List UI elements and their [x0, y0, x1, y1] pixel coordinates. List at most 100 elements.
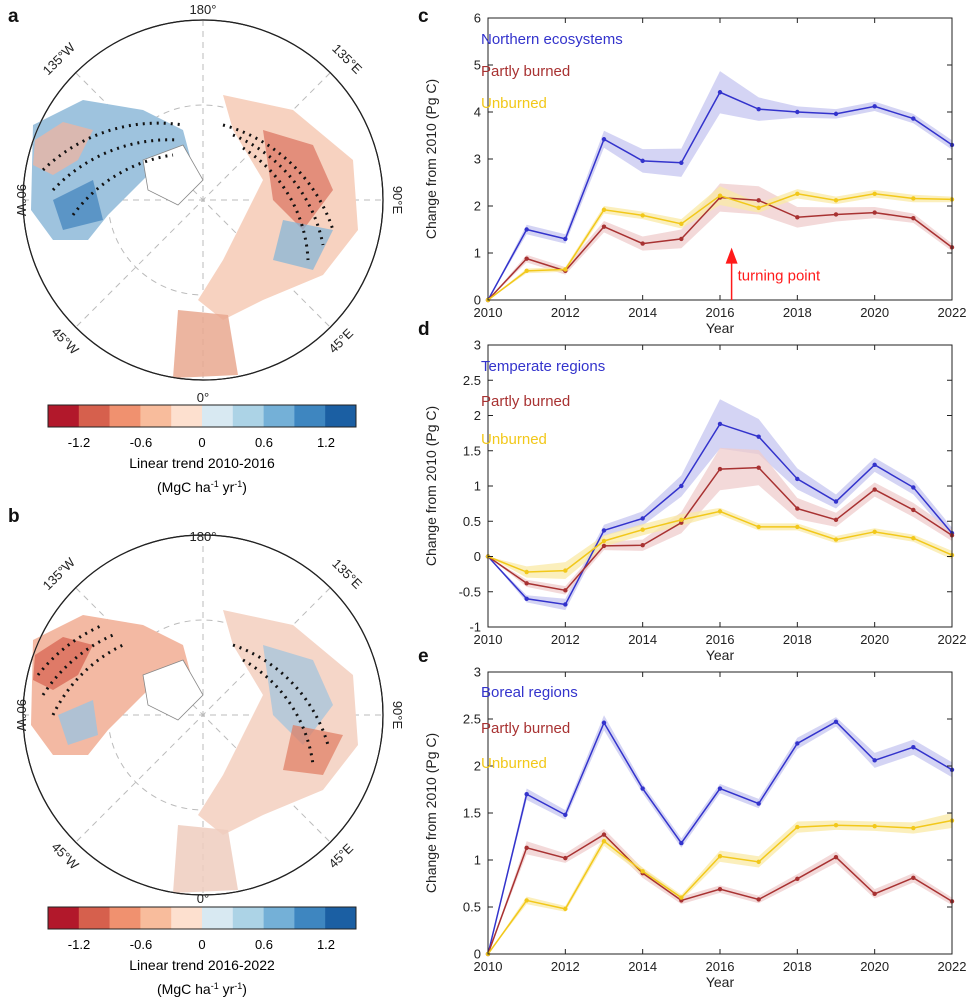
- x-tick-label: 2020: [860, 305, 889, 320]
- data-point: [795, 524, 800, 530]
- data-point: [717, 90, 723, 95]
- x-tick-label: 2010: [474, 959, 503, 974]
- colorbar-cell: [325, 405, 357, 427]
- x-tick-label: 2018: [783, 305, 812, 320]
- x-tick-label: 2018: [783, 632, 812, 647]
- data-point: [563, 855, 568, 861]
- chart-e: 0 0.5 1 1.5 2 2.5 3 2010 2012 2014 2016 2018 2020 202…: [423, 665, 966, 991]
- data-point: [756, 434, 761, 439]
- data-point: [717, 886, 723, 892]
- data-point: [640, 213, 645, 218]
- data-point: [833, 719, 839, 725]
- series-band-0: [488, 399, 952, 611]
- data-point: [601, 543, 607, 549]
- data-point: [524, 792, 529, 797]
- colorbar-cell: [109, 907, 141, 929]
- map-a-label-left: 90°W: [14, 184, 29, 217]
- map-b-label-lr: 45°E: [325, 840, 356, 871]
- x-tick-label: 2020: [860, 959, 889, 974]
- x-tick-label: 2018: [783, 959, 812, 974]
- data-point: [640, 786, 645, 791]
- data-point: [911, 875, 916, 881]
- y-tick-label: 3: [474, 665, 481, 680]
- data-point: [911, 535, 916, 541]
- map-b-label-ul: 135°W: [40, 554, 79, 593]
- y-tick-label: 1.5: [463, 806, 481, 821]
- y-tick-label: 6: [474, 11, 481, 26]
- y-tick-label: 1: [474, 853, 481, 868]
- data-point: [717, 854, 723, 859]
- x-tick-label: 2012: [551, 305, 580, 320]
- map-a-greenland: [142, 144, 204, 206]
- y-tick-label: 4: [474, 105, 481, 120]
- chart-d: -1 -0.5 0 0.5 1 1.5 2 2.5 3 2010 2012 2014 2016 2018 2…: [423, 338, 966, 664]
- colorbar-a-tick: -0.6: [130, 435, 152, 450]
- data-point: [640, 527, 645, 532]
- panel-e-letter: e: [418, 646, 429, 667]
- data-point: [717, 786, 723, 791]
- colorbar-cell: [140, 907, 172, 929]
- colorbar-cell: [140, 405, 172, 427]
- map-b-label-top: 180°: [190, 529, 217, 544]
- colorbar-a-label: Linear trend 2010-2016: [129, 455, 275, 471]
- panel-a-map: a: [8, 2, 405, 495]
- y-tick-label: 2.5: [463, 373, 481, 388]
- data-point: [563, 236, 568, 242]
- y-tick-label: 2: [474, 759, 481, 774]
- data-point: [601, 137, 607, 142]
- y-tick-label: -1: [469, 620, 481, 635]
- data-point: [601, 832, 607, 837]
- data-point: [524, 898, 529, 903]
- map-b-eurasia: [198, 610, 358, 835]
- data-point: [911, 116, 916, 121]
- data-point: [601, 528, 607, 533]
- data-point: [872, 487, 877, 492]
- data-point: [601, 839, 607, 844]
- data-point: [563, 906, 568, 912]
- data-point: [795, 741, 800, 746]
- map-a-europe: [173, 310, 238, 378]
- colorbar-cell: [78, 405, 110, 427]
- y-tick-label: -0.5: [459, 584, 481, 599]
- x-tick-label: 2010: [474, 632, 503, 647]
- data-point: [640, 516, 645, 521]
- data-point: [911, 196, 916, 201]
- map-a-label-ur: 135°E: [329, 41, 365, 77]
- map-a-na-patch-red: [33, 122, 93, 175]
- y-tick-label: 2: [474, 408, 481, 423]
- colorbar-a: -1.2 -0.6 0 0.6 1.2 Linear trend 2010-20…: [47, 404, 357, 495]
- data-point: [911, 825, 916, 831]
- data-point: [833, 823, 839, 828]
- x-tick-label: 2014: [628, 959, 657, 974]
- x-axis-label: Year: [706, 320, 735, 336]
- x-tick-label: 2014: [628, 632, 657, 647]
- y-tick-label: 0.5: [463, 900, 481, 915]
- data-point: [756, 801, 761, 806]
- colorbar-cell: [171, 907, 203, 929]
- data-point: [524, 227, 529, 232]
- x-tick-label: 2012: [551, 959, 580, 974]
- data-point: [872, 191, 877, 196]
- data-point: [795, 506, 800, 511]
- data-point: [679, 160, 684, 165]
- data-point: [756, 106, 761, 112]
- axes-frame: [487, 17, 953, 301]
- x-tick-label: 2022: [938, 632, 967, 647]
- data-point: [833, 537, 839, 542]
- data-point: [679, 840, 684, 846]
- map-a-eurasia: [198, 95, 358, 320]
- colorbar-cell: [325, 907, 357, 929]
- data-point: [640, 869, 645, 874]
- x-tick-label: 2012: [551, 632, 580, 647]
- map-b-europe: [173, 825, 238, 893]
- data-point: [756, 465, 761, 470]
- y-tick-label: 0.5: [463, 514, 481, 529]
- data-point: [795, 476, 800, 482]
- turning-point-label: turning point: [738, 268, 821, 285]
- data-point: [911, 485, 916, 490]
- colorbar-cell: [232, 405, 264, 427]
- panel-b-letter: b: [8, 506, 20, 527]
- x-tick-label: 2022: [938, 959, 967, 974]
- map-b-na-patch-red: [33, 637, 93, 690]
